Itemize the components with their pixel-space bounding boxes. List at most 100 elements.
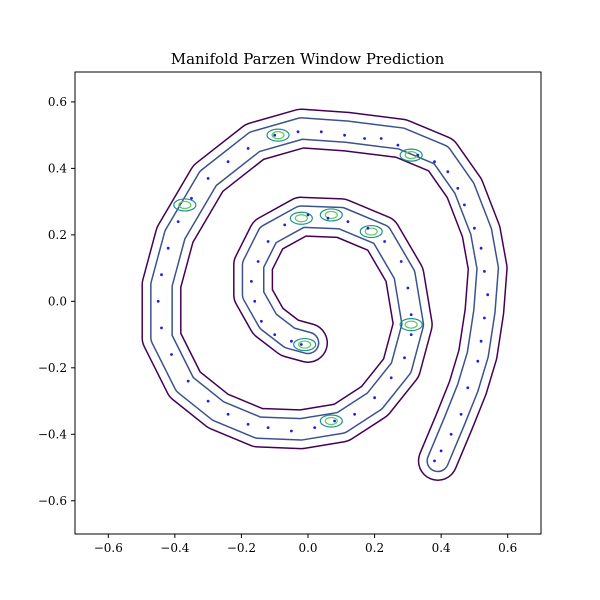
data-point xyxy=(433,459,436,463)
y-tick-label: 0.4 xyxy=(48,161,67,175)
data-point xyxy=(299,343,303,346)
peak-contour-level-4 xyxy=(404,320,418,329)
data-point xyxy=(363,137,366,140)
chart-title: Manifold Parzen Window Prediction xyxy=(171,50,445,68)
data-point xyxy=(170,353,173,356)
data-point xyxy=(416,153,420,157)
x-tick-label: −0.4 xyxy=(160,541,190,555)
data-point xyxy=(449,432,453,436)
data-point xyxy=(306,213,310,217)
y-tick-label: −0.6 xyxy=(38,494,67,508)
data-point xyxy=(433,160,436,164)
data-point xyxy=(253,299,257,303)
data-point xyxy=(479,246,483,250)
data-point xyxy=(389,376,393,380)
data-point xyxy=(409,333,413,336)
data-point xyxy=(313,426,317,429)
y-tick-label: 0.0 xyxy=(48,294,67,308)
contour-layer xyxy=(141,108,508,481)
data-point xyxy=(409,313,413,316)
peak-contour-level-4 xyxy=(364,227,378,236)
x-axis: −0.6 −0.4 −0.2 0.0 0.2 0.4 0.6 xyxy=(94,534,517,555)
y-axis: −0.6 −0.4 −0.2 0.0 0.2 0.4 0.6 xyxy=(38,95,75,508)
data-point xyxy=(379,137,383,140)
data-point xyxy=(473,226,476,230)
data-point xyxy=(296,130,300,134)
data-point xyxy=(266,240,270,243)
data-point xyxy=(486,293,490,297)
data-point xyxy=(373,396,376,400)
data-point xyxy=(176,220,180,224)
data-point xyxy=(333,419,336,423)
contour-level-2-interior xyxy=(151,118,498,471)
x-tick-label: −0.6 xyxy=(94,541,123,555)
peak-contour-level-3 xyxy=(399,318,423,332)
peak-contour-level-4 xyxy=(178,200,192,210)
y-tick-label: 0.2 xyxy=(48,228,67,242)
data-point xyxy=(399,260,403,263)
data-point xyxy=(459,412,463,416)
data-point xyxy=(206,177,210,180)
plot-area xyxy=(141,108,508,481)
data-point xyxy=(326,216,330,220)
data-point xyxy=(266,426,270,429)
data-point xyxy=(206,399,210,403)
peak-contour-level-4 xyxy=(271,131,285,140)
peak-contour-level-4 xyxy=(324,416,338,426)
y-tick-label: −0.4 xyxy=(38,427,68,441)
x-tick-label: −0.2 xyxy=(227,541,256,555)
data-point xyxy=(283,223,287,227)
data-point xyxy=(346,220,350,224)
peak-contour-level-4 xyxy=(324,210,338,220)
data-points-layer xyxy=(156,130,490,463)
data-point xyxy=(156,299,160,303)
peak-contour-level-3 xyxy=(293,337,317,352)
data-point xyxy=(160,273,163,277)
data-point xyxy=(466,386,470,390)
data-point xyxy=(483,270,486,273)
data-point xyxy=(256,260,260,263)
data-point xyxy=(160,326,163,330)
x-tick-label: 0.4 xyxy=(432,541,451,555)
data-point xyxy=(246,147,250,150)
peak-contour-level-3 xyxy=(399,148,423,162)
data-point xyxy=(246,422,250,426)
data-point xyxy=(383,240,386,243)
data-point xyxy=(290,339,293,343)
data-point xyxy=(226,412,230,416)
data-point xyxy=(186,379,190,383)
data-point xyxy=(463,203,466,207)
data-point xyxy=(439,449,443,453)
data-point xyxy=(483,316,486,320)
data-point xyxy=(446,170,450,174)
y-tick-label: −0.2 xyxy=(38,361,67,375)
data-point xyxy=(190,196,193,200)
peak-contour-level-3 xyxy=(266,128,290,142)
peak-contour-level-3 xyxy=(319,208,343,222)
data-point xyxy=(250,280,253,283)
data-point xyxy=(479,339,483,343)
data-point xyxy=(273,333,277,336)
data-point xyxy=(406,286,410,290)
peak-contour-level-3 xyxy=(319,414,343,428)
x-tick-label: 0.0 xyxy=(298,541,317,555)
peak-contour-level-4 xyxy=(298,340,312,349)
data-point xyxy=(403,356,406,360)
data-point xyxy=(396,143,400,147)
data-point xyxy=(260,319,263,323)
data-point xyxy=(290,429,293,433)
data-point xyxy=(476,359,480,363)
x-tick-label: 0.2 xyxy=(365,541,384,555)
data-point xyxy=(456,186,460,190)
data-point xyxy=(343,133,346,137)
data-point xyxy=(166,246,170,250)
data-point xyxy=(319,130,323,134)
peak-contour-level-4 xyxy=(294,214,308,223)
peak-contour-level-3 xyxy=(173,198,197,212)
data-point xyxy=(353,412,356,416)
data-point xyxy=(366,226,370,230)
peak-contour-level-3 xyxy=(289,211,313,225)
y-tick-label: 0.6 xyxy=(48,95,67,109)
